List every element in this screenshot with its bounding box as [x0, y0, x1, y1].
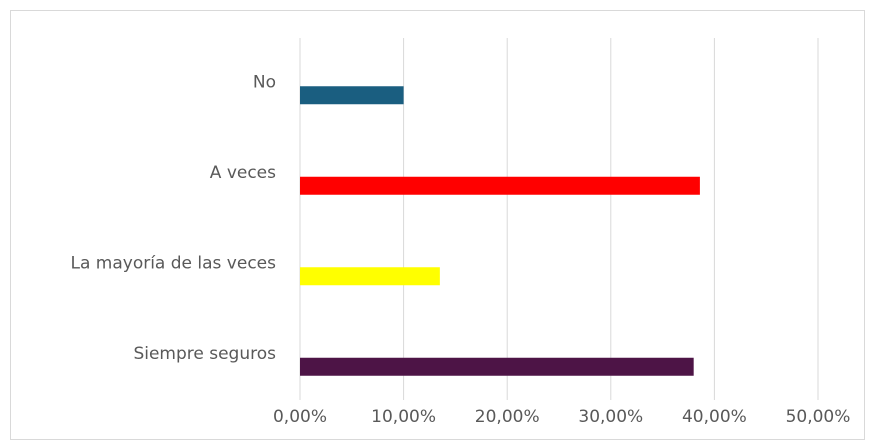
x-tick-label: 20,00%	[475, 407, 540, 427]
y-tick-label: A veces	[210, 163, 276, 183]
x-tick-label: 50,00%	[786, 407, 851, 427]
x-tick-label: 10,00%	[371, 407, 436, 427]
bar	[300, 357, 694, 376]
bar	[300, 86, 404, 105]
x-tick-label: 0,00%	[273, 407, 327, 427]
bar	[300, 267, 440, 286]
y-tick-label: La mayoría de las veces	[70, 253, 276, 273]
x-tick-label: 40,00%	[682, 407, 747, 427]
y-tick-label: Siempre seguros	[133, 344, 276, 364]
x-tick-label: 30,00%	[578, 407, 643, 427]
bar	[300, 176, 700, 195]
y-tick-label: No	[253, 72, 276, 92]
